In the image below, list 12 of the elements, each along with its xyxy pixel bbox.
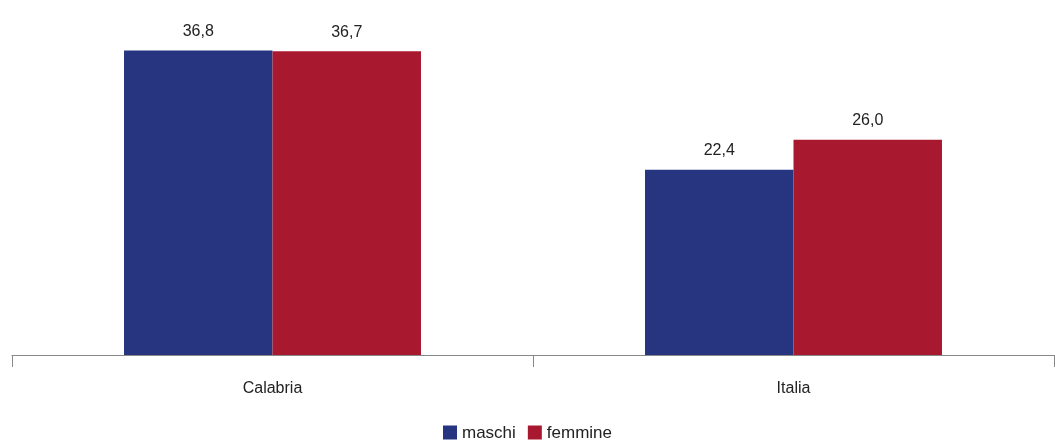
x-tick-label: Italia — [776, 378, 811, 396]
data-label: 26,0 — [852, 111, 884, 129]
data-label: 22,4 — [703, 141, 735, 159]
bar — [124, 50, 273, 355]
bar — [645, 169, 794, 355]
data-label: 36,8 — [182, 21, 214, 39]
data-label: 36,7 — [331, 22, 363, 40]
x-tick-label: Calabria — [242, 378, 303, 396]
legend-label: maschi — [461, 423, 516, 442]
bar — [793, 139, 942, 355]
legend-label: femmine — [546, 423, 613, 442]
bar — [272, 51, 421, 355]
